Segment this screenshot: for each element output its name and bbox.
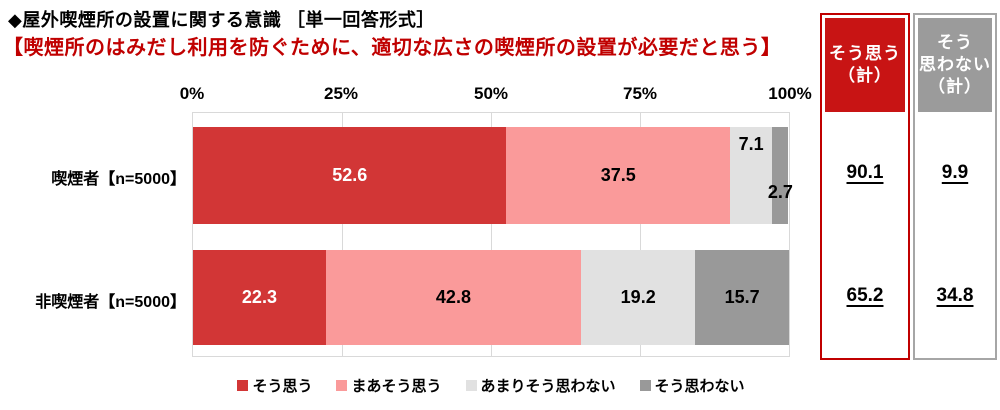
legend-marker-agree-strong (237, 380, 249, 391)
bar-smokers: 52.6 37.5 7.1 2.7 (193, 127, 793, 224)
gridline-75 (640, 113, 641, 356)
disagree-total-smokers: 9.9 (941, 162, 969, 183)
segment-agree-mild-smokers: 37.5 (506, 127, 730, 224)
segment-disagree-strong-smokers: 2.7 (768, 127, 793, 224)
segment-disagree-strong-nonsmokers: 15.7 (695, 250, 789, 345)
legend-label-disagree-strong: そう思わない (654, 378, 745, 395)
legend-marker-disagree-mild (465, 380, 477, 391)
disagree-header-line: そう (937, 32, 973, 52)
legend-marker-disagree-strong (639, 380, 651, 391)
legend-item-agree-mild: まあそう思う (336, 375, 442, 396)
legend: そう思う まあそう思う あまりそう思わない そう思わない (192, 375, 790, 396)
summary-disagree-column: そう 思わない （計） 9.9 34.8 (913, 13, 997, 360)
legend-label-agree-mild: まあそう思う (351, 378, 442, 395)
summary-agree-column: そう思う （計） 90.1 65.2 (820, 13, 910, 360)
segment-value-label: 37.5 (600, 165, 636, 185)
agree-header-line: （計） (838, 66, 892, 85)
segment-disagree-mild-nonsmokers: 19.2 (580, 250, 696, 345)
segment-agree-strong-smokers: 52.6 (193, 127, 507, 224)
segment-value-label: 15.7 (724, 287, 760, 307)
category-label-smokers: 喫煙者【n=5000】 (51, 171, 186, 188)
axis-tick-100: 100% (768, 84, 812, 103)
disagree-total-header: そう 思わない （計） (918, 18, 992, 112)
legend-label-disagree-mild: あまりそう思わない (480, 378, 616, 395)
segment-value-label: 42.8 (435, 287, 471, 307)
segment-value-label: 52.6 (332, 165, 368, 185)
segment-value-label: 7.1 (738, 134, 764, 154)
legend-item-agree-strong: そう思う (237, 375, 312, 396)
gridline-25 (342, 113, 343, 356)
agree-header-line: そう思う (829, 43, 901, 63)
segment-value-label: 22.3 (241, 287, 277, 307)
plot-area: 52.6 37.5 7.1 2.7 22.3 42.8 19.2 15 (192, 112, 793, 357)
disagree-header-line: （計） (928, 77, 982, 97)
axis-tick-0: 0% (179, 84, 205, 103)
gridline-50 (491, 113, 492, 356)
category-label-nonsmokers: 非喫煙者【n=5000】 (35, 294, 186, 311)
legend-marker-agree-mild (336, 380, 348, 391)
segment-disagree-mild-smokers: 7.1 (729, 127, 773, 224)
segment-value-label: 2.7 (767, 182, 793, 203)
legend-item-disagree-strong: そう思わない (639, 375, 745, 396)
chart-subtitle: 【喫煙所のはみだし利用を防ぐために、適切な広さの喫煙所の設置が必要だと思う】 (3, 37, 782, 59)
segment-agree-mild-nonsmokers: 42.8 (325, 250, 581, 345)
segment-value-label: 19.2 (620, 287, 656, 307)
bar-nonsmokers: 22.3 42.8 19.2 15.7 (193, 250, 789, 345)
agree-total-header: そう思う （計） (825, 18, 905, 112)
segment-agree-strong-nonsmokers: 22.3 (193, 250, 326, 345)
disagree-header-line: 思わない (919, 54, 991, 74)
agree-total-nonsmokers: 65.2 (846, 285, 884, 306)
axis-tick-50: 50% (473, 84, 509, 103)
chart-title: ◆屋外喫煙所の設置に関する意識 ［単一回答形式］ (8, 10, 435, 30)
agree-total-smokers: 90.1 (846, 162, 884, 183)
legend-label-agree-strong: そう思う (252, 378, 313, 395)
axis-tick-25: 25% (323, 84, 359, 103)
disagree-total-nonsmokers: 34.8 (936, 285, 974, 306)
legend-item-disagree-mild: あまりそう思わない (465, 375, 616, 396)
axis-tick-75: 75% (622, 84, 658, 103)
